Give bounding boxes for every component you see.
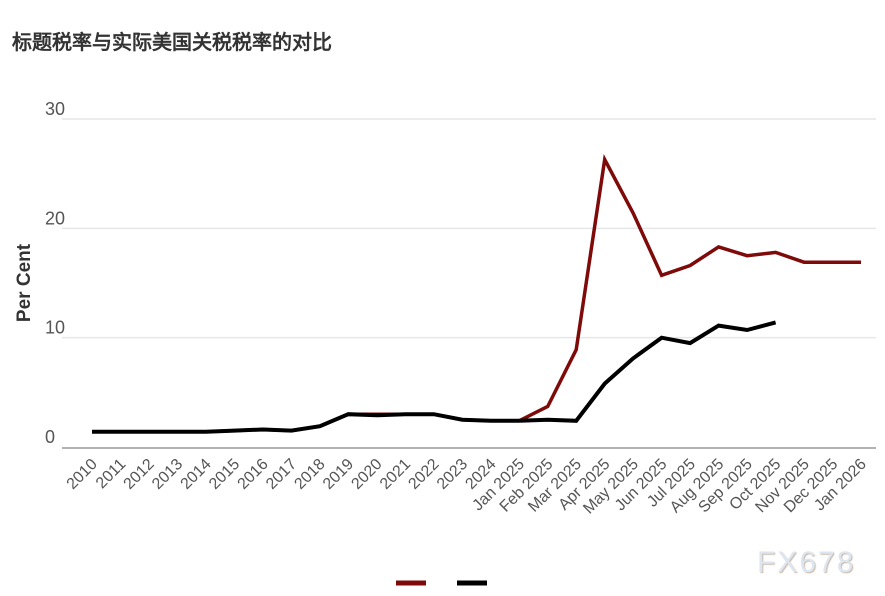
series-line-1 [92, 153, 861, 434]
x-tick-label: 2019 [320, 456, 357, 493]
chart-title: 标题税率与实际美国关税税率的对比 [12, 30, 332, 54]
x-tick-label: 2014 [178, 456, 215, 493]
x-tick-label: 2012 [121, 456, 158, 493]
x-tick-label: 2016 [235, 456, 272, 493]
series-line-2 [92, 320, 777, 434]
x-tick-label: 2015 [206, 456, 243, 493]
x-tick-label: 2020 [348, 456, 385, 493]
x-tick-label: 2022 [405, 456, 442, 493]
watermark: FX678 [757, 546, 856, 579]
x-tick-label: 2021 [377, 456, 414, 493]
x-tick-label: 2017 [263, 456, 300, 493]
x-tick-label: 2011 [93, 456, 129, 492]
y-axis-label: Per Cent [14, 243, 35, 322]
y-tick-label: 0 [45, 427, 55, 447]
y-tick-label: 20 [45, 208, 65, 228]
x-tick-label: 2023 [434, 456, 471, 493]
x-tick-label: 2013 [149, 456, 186, 493]
y-tick-label: 10 [45, 318, 65, 338]
y-tick-label: 30 [45, 99, 65, 119]
x-tick-label: 2018 [291, 456, 328, 493]
x-tick-label: 2010 [64, 456, 101, 493]
